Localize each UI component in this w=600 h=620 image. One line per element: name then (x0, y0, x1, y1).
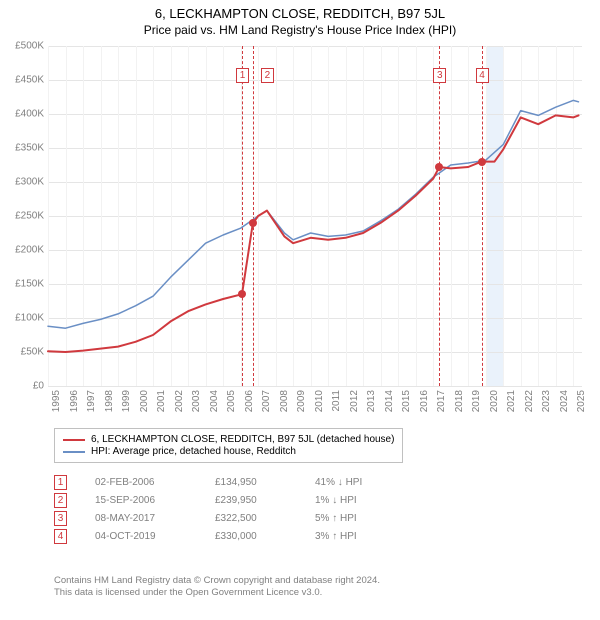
xtick-label: 2003 (191, 390, 202, 412)
legend-row: 6, LECKHAMPTON CLOSE, REDDITCH, B97 5JL … (63, 434, 394, 445)
title-sub: Price paid vs. HM Land Registry's House … (0, 23, 600, 37)
xtick-label: 2015 (401, 390, 412, 412)
xtick-label: 2023 (541, 390, 552, 412)
footer-line-2: This data is licensed under the Open Gov… (54, 587, 380, 598)
xtick-label: 2001 (156, 390, 167, 412)
ytick-label: £400K (15, 109, 44, 120)
xtick-label: 2021 (506, 390, 517, 412)
transaction-price: £330,000 (215, 531, 315, 542)
xtick-label: 2000 (139, 390, 150, 412)
chart-marker-dot-4 (478, 158, 486, 166)
transaction-row: 3 08-MAY-2017£322,5005% ↑ HPI (54, 511, 395, 526)
xtick-label: 1996 (69, 390, 80, 412)
chart-marker-1: 1 (236, 68, 249, 83)
xtick-label: 2013 (366, 390, 377, 412)
xtick-label: 1997 (86, 390, 97, 412)
ytick-label: £250K (15, 211, 44, 222)
transaction-hpi: 5% ↑ HPI (315, 513, 395, 524)
xtick-label: 2002 (174, 390, 185, 412)
xtick-label: 2017 (436, 390, 447, 412)
xtick-label: 2006 (244, 390, 255, 412)
chart-container: 6, LECKHAMPTON CLOSE, REDDITCH, B97 5JL … (0, 0, 600, 620)
transaction-hpi: 3% ↑ HPI (315, 531, 395, 542)
legend-swatch (63, 439, 85, 441)
transaction-row: 4 04-OCT-2019£330,0003% ↑ HPI (54, 529, 395, 544)
xtick-label: 1999 (121, 390, 132, 412)
legend-label: 6, LECKHAMPTON CLOSE, REDDITCH, B97 5JL … (91, 434, 394, 445)
transaction-date: 04-OCT-2019 (95, 531, 215, 542)
xtick-label: 2018 (454, 390, 465, 412)
footer-line-1: Contains HM Land Registry data © Crown c… (54, 575, 380, 586)
transaction-marker: 1 (54, 475, 67, 490)
xtick-label: 2019 (471, 390, 482, 412)
footer: Contains HM Land Registry data © Crown c… (54, 574, 380, 599)
xtick-label: 2011 (331, 390, 342, 412)
line-series (48, 46, 582, 386)
transaction-hpi: 1% ↓ HPI (315, 495, 395, 506)
legend-swatch (63, 451, 85, 453)
xtick-label: 2020 (489, 390, 500, 412)
xtick-label: 2009 (296, 390, 307, 412)
transaction-table: 102-FEB-2006£134,95041% ↓ HPI215-SEP-200… (54, 472, 395, 547)
chart-marker-dot-3 (435, 163, 443, 171)
transaction-price: £322,500 (215, 513, 315, 524)
title-main: 6, LECKHAMPTON CLOSE, REDDITCH, B97 5JL (0, 6, 600, 21)
xtick-label: 2016 (419, 390, 430, 412)
xtick-label: 1998 (104, 390, 115, 412)
legend-row: HPI: Average price, detached house, Redd… (63, 446, 394, 457)
ytick-label: £300K (15, 177, 44, 188)
plot-area: 12 3 4 (48, 46, 582, 386)
chart-marker-4: 4 (476, 68, 489, 83)
transaction-price: £134,950 (215, 477, 315, 488)
title-block: 6, LECKHAMPTON CLOSE, REDDITCH, B97 5JL … (0, 0, 600, 39)
legend-label: HPI: Average price, detached house, Redd… (91, 446, 296, 457)
xtick-label: 2024 (559, 390, 570, 412)
ytick-label: £100K (15, 313, 44, 324)
ytick-label: £50K (21, 347, 44, 358)
transaction-marker: 3 (54, 511, 67, 526)
chart-marker-dot-2 (249, 219, 257, 227)
ytick-label: £500K (15, 41, 44, 52)
chart-marker-dot-1 (238, 290, 246, 298)
xtick-label: 2005 (226, 390, 237, 412)
xtick-label: 2025 (576, 390, 587, 412)
xtick-label: 2014 (384, 390, 395, 412)
xtick-label: 2004 (209, 390, 220, 412)
transaction-row: 1 02-FEB-2006£134,95041% ↓ HPI (54, 475, 395, 490)
transaction-price: £239,950 (215, 495, 315, 506)
transaction-hpi: 41% ↓ HPI (315, 477, 395, 488)
transaction-marker: 2 (54, 493, 67, 508)
transaction-date: 08-MAY-2017 (95, 513, 215, 524)
transaction-row: 2 15-SEP-2006£239,9501% ↓ HPI (54, 493, 395, 508)
xtick-label: 2007 (261, 390, 272, 412)
xtick-label: 2012 (349, 390, 360, 412)
xtick-label: 1995 (51, 390, 62, 412)
xtick-label: 2008 (279, 390, 290, 412)
ytick-label: £150K (15, 279, 44, 290)
xtick-label: 2010 (314, 390, 325, 412)
ytick-label: £200K (15, 245, 44, 256)
transaction-date: 15-SEP-2006 (95, 495, 215, 506)
chart-marker-3: 3 (433, 68, 446, 83)
xtick-label: 2022 (524, 390, 535, 412)
transaction-marker: 4 (54, 529, 67, 544)
transaction-date: 02-FEB-2006 (95, 477, 215, 488)
chart-marker-2: 2 (261, 68, 274, 83)
legend: 6, LECKHAMPTON CLOSE, REDDITCH, B97 5JL … (54, 428, 403, 463)
ytick-label: £0 (33, 381, 44, 392)
ytick-label: £350K (15, 143, 44, 154)
ytick-label: £450K (15, 75, 44, 86)
